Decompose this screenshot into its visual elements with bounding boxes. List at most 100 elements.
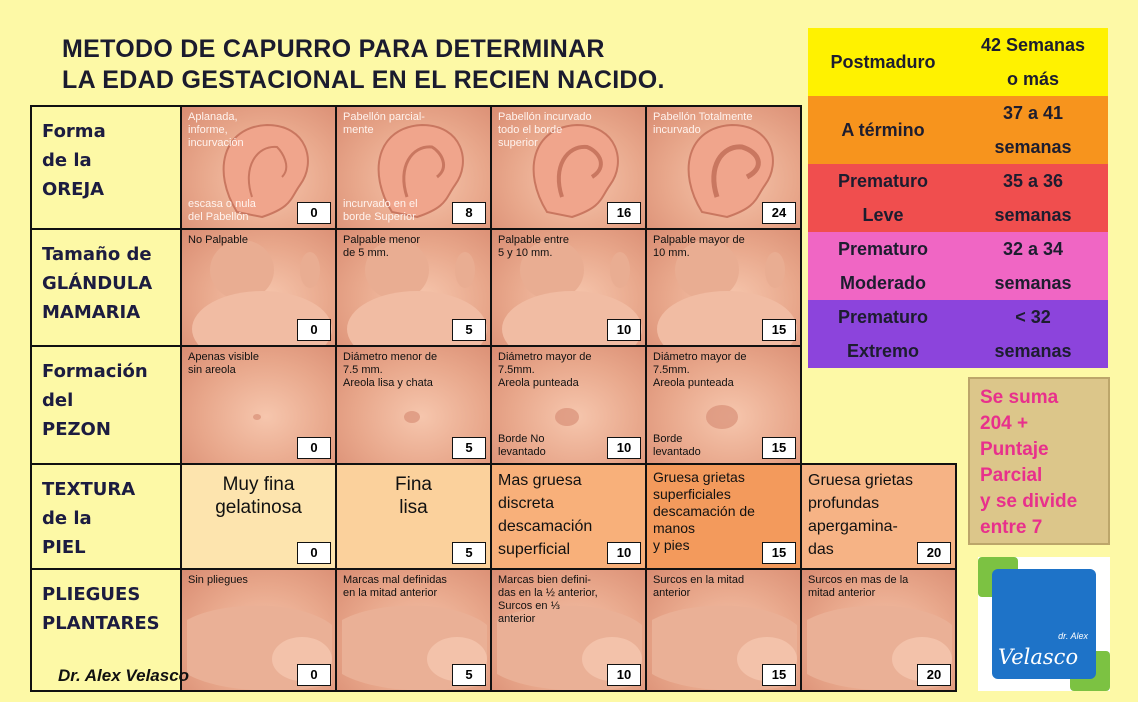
cell-text-line: del Pabellón — [188, 211, 249, 223]
cell-text: Diámetro mayor de 7.5mm. Areola punteada — [653, 351, 747, 390]
classification-line: Prematuro — [837, 307, 929, 327]
cell-text: Palpable menor de 5 mm. — [343, 234, 420, 260]
illustration — [253, 414, 261, 420]
cell-text-line: anterior — [653, 587, 691, 599]
cell-text: Mas gruesa discreta descamación superficial — [498, 469, 592, 561]
row-label: Formación del PEZON — [30, 345, 182, 465]
score-cell: Gruesa grietas profundas apergamina-das 20 — [800, 463, 957, 570]
cell-text-line: superficial — [498, 541, 571, 558]
classification-line: A término — [841, 120, 925, 140]
classification-row: Prematuro Moderado 32 a 34 semanas — [808, 232, 1108, 300]
cell-text-line: 7.5mm. — [498, 364, 535, 376]
cell-text-line: das — [808, 541, 834, 558]
cell-text-line: 7.5mm. — [653, 364, 690, 376]
score: 5 — [452, 664, 486, 686]
logo-name: Velasco — [998, 645, 1079, 669]
cell-text: Surcos en mas de la mitad anterior — [808, 574, 908, 600]
row-label-line: Tamaño de — [42, 244, 152, 265]
classification-line: semanas — [994, 137, 1072, 157]
classification-range: 37 a 41 semanas — [958, 96, 1108, 164]
cell-text-line: en la mitad anterior — [343, 587, 438, 599]
logo: dr. Alex Velasco — [978, 557, 1110, 691]
cell-text: Sin pliegues — [188, 574, 248, 587]
row-label-line: Formación — [42, 361, 148, 382]
cell-text-line: de 5 mm. — [343, 247, 389, 259]
cell-bottom-text: Borde No levantado — [498, 433, 546, 459]
score-cell: Pabellón Totalmente incurvado 24 — [645, 105, 802, 230]
score-cell: Marcas bien defini-das en la ½ anterior,… — [490, 568, 647, 692]
cell-text-line: superior — [498, 137, 538, 149]
cell-text-line: levantado — [498, 446, 546, 458]
cell-text-line: borde Superior — [343, 211, 416, 223]
score: 0 — [297, 319, 331, 341]
classification-range: 32 a 34 semanas — [958, 232, 1108, 300]
title-line: METODO DE CAPURRO PARA DETERMINAR — [62, 35, 605, 63]
score-cell: Pabellón parcial-mente incurvado en el bor… — [335, 105, 492, 230]
score: 10 — [607, 542, 641, 564]
cell-text-line: discreta — [498, 495, 555, 512]
cell-text-line: manos — [653, 520, 696, 536]
cell-text-line: Marcas bien defini- — [498, 574, 591, 586]
cell-text: Fina lisa — [337, 473, 490, 519]
illustration — [347, 240, 487, 345]
score-cell: Palpable menor de 5 mm. 5 — [335, 228, 492, 347]
note-line: 204 + — [980, 413, 1029, 434]
score-cell: Palpable entre 5 y 10 mm. 10 — [490, 228, 647, 347]
cell-text-line: Apenas visible — [188, 351, 259, 363]
score-cell: Muy fina gelatinosa 0 — [180, 463, 337, 570]
cell-text-line: Gruesa grietas — [653, 469, 745, 485]
note-line: entre 7 — [980, 517, 1043, 538]
title: METODO DE CAPURRO PARA DETERMINAR LA EDAD… — [62, 34, 665, 96]
score: 10 — [607, 664, 641, 686]
classification-name: Postmaduro — [808, 28, 958, 96]
classification-line: < 32 — [1015, 307, 1051, 327]
row-label-line: de la — [42, 150, 92, 171]
illustration — [555, 408, 579, 426]
score-cell: Surcos en la mitad anterior 15 — [645, 568, 802, 692]
classification-line: semanas — [994, 205, 1072, 225]
cell-text-line: Pabellón parcial- — [343, 111, 425, 123]
cell-bottom-text: incurvado en el borde Superior — [343, 198, 418, 224]
cell-text-line: Gruesa grietas — [808, 472, 913, 489]
cell-text-line: y pies — [653, 537, 690, 553]
classification-line: Extremo — [846, 341, 920, 361]
cell-text-line: mitad anterior — [808, 587, 876, 599]
logo-panel: dr. Alex Velasco — [992, 569, 1096, 679]
classification-name: Prematuro Extremo — [808, 300, 958, 368]
cell-text: Surcos en la mitad anterior — [653, 574, 744, 600]
classification-row: Prematuro Leve 35 a 36 semanas — [808, 164, 1108, 232]
cell-text-line: escasa o nula — [188, 198, 256, 210]
cell-text-line: sin areola — [188, 364, 236, 376]
row-label: TEXTURA de la PIEL — [30, 463, 182, 570]
cell-text-line: Diámetro menor de — [343, 351, 438, 363]
cell-text-line: Borde — [653, 433, 683, 445]
score-cell: Gruesa grietas superficiales descamación d… — [645, 463, 802, 570]
cell-text: Gruesa grietas superficiales descamación d… — [653, 469, 755, 554]
cell-text-line: Marcas mal definidas — [343, 574, 447, 586]
note: Se suma 204 + Puntaje Parcial y se divide ent… — [968, 377, 1110, 545]
illustration — [687, 123, 774, 219]
cell-text-line: Surcos en ⅓ — [498, 600, 560, 612]
score: 0 — [297, 202, 331, 224]
score-cell: Surcos en mas de la mitad anterior 20 — [800, 568, 957, 692]
score: 5 — [452, 542, 486, 564]
cell-text-line: Surcos en mas de la — [808, 574, 909, 586]
score: 20 — [917, 542, 951, 564]
cell-text-line: das en la ½ anterior, — [498, 587, 598, 599]
cell-text-line: Palpable mayor de — [653, 234, 745, 246]
row-label-line: de la — [42, 508, 92, 529]
classification-line: o más — [1006, 69, 1060, 89]
cell-text-line: 5 y 10 mm. — [498, 247, 553, 259]
classification-line: Moderado — [839, 273, 926, 293]
row-label-line: OREJA — [42, 179, 105, 200]
classification-line: Postmaduro — [830, 52, 936, 72]
illustration — [657, 240, 797, 345]
classification-range: 42 Semanas o más — [958, 28, 1108, 96]
score: 15 — [762, 664, 796, 686]
classification-line: 32 a 34 — [1002, 239, 1064, 259]
classification-line: 35 a 36 — [1002, 171, 1064, 191]
illustration — [192, 240, 332, 345]
cell-text-line: superficiales — [653, 486, 731, 502]
cell-text-line: Mas gruesa — [498, 472, 582, 489]
cell-text: Pabellón incurvado todo el borde superior — [498, 111, 592, 150]
